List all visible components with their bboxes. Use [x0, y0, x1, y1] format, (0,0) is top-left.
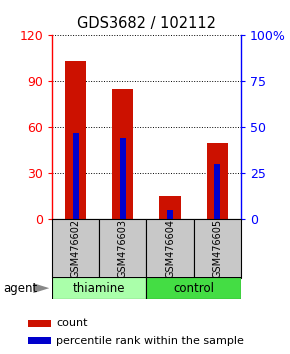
Bar	[28, 320, 51, 327]
Title: GDS3682 / 102112: GDS3682 / 102112	[77, 16, 216, 32]
Text: GSM476603: GSM476603	[118, 219, 128, 278]
Text: control: control	[173, 282, 214, 295]
Polygon shape	[33, 283, 49, 293]
Bar	[120, 138, 126, 219]
Text: agent: agent	[3, 282, 37, 295]
Bar	[167, 210, 173, 219]
Bar	[112, 89, 133, 219]
Bar	[52, 219, 99, 278]
Bar	[28, 337, 51, 344]
Bar	[206, 143, 228, 219]
Bar	[194, 219, 241, 278]
Bar	[52, 277, 146, 299]
Text: thiamine: thiamine	[73, 282, 126, 295]
Text: percentile rank within the sample: percentile rank within the sample	[56, 336, 244, 346]
Text: count: count	[56, 318, 88, 328]
Bar	[99, 219, 146, 278]
Bar	[146, 277, 241, 299]
Bar	[73, 133, 79, 219]
Bar	[160, 196, 181, 219]
Text: GSM476605: GSM476605	[212, 219, 222, 278]
Bar	[146, 219, 194, 278]
Bar	[65, 62, 86, 219]
Text: GSM476602: GSM476602	[71, 219, 81, 278]
Bar	[214, 164, 220, 219]
Text: GSM476604: GSM476604	[165, 219, 175, 278]
